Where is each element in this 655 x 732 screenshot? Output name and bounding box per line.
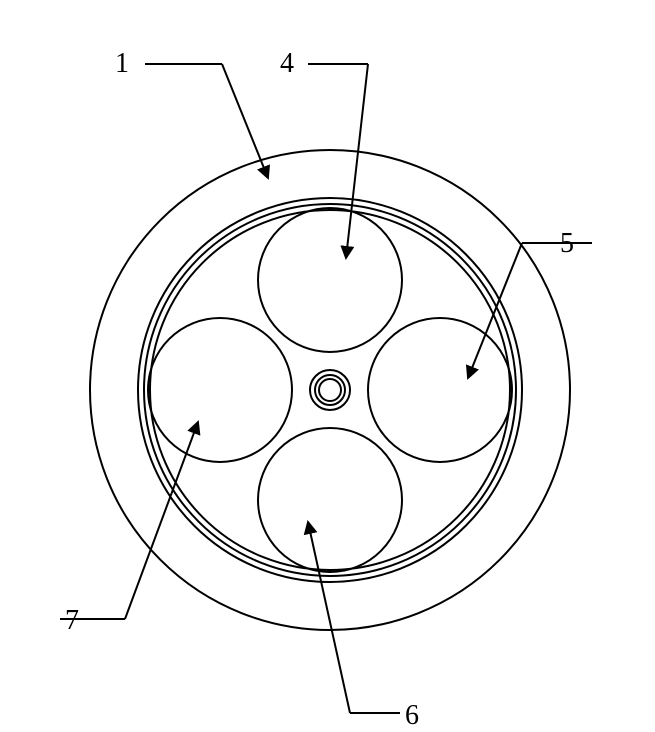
engineering-diagram — [0, 0, 655, 728]
label-7: 7 — [65, 605, 79, 637]
center-ring-inner — [319, 379, 341, 401]
hole-bottom — [258, 428, 402, 572]
ring-inner-3 — [150, 210, 510, 570]
hole-top — [258, 208, 402, 352]
ring-inner-1 — [138, 198, 522, 582]
leader-arrow-6 — [308, 522, 350, 713]
label-6: 6 — [405, 700, 419, 732]
hole-right — [368, 318, 512, 462]
leader-arrow-4 — [346, 64, 368, 258]
diagram-svg — [0, 0, 655, 728]
ring-inner-2 — [144, 204, 516, 576]
label-4: 4 — [280, 48, 294, 80]
leader-arrow-1 — [222, 64, 268, 178]
outer-ring — [90, 150, 570, 630]
label-1: 1 — [115, 48, 129, 80]
label-5: 5 — [560, 228, 574, 260]
hole-left — [148, 318, 292, 462]
